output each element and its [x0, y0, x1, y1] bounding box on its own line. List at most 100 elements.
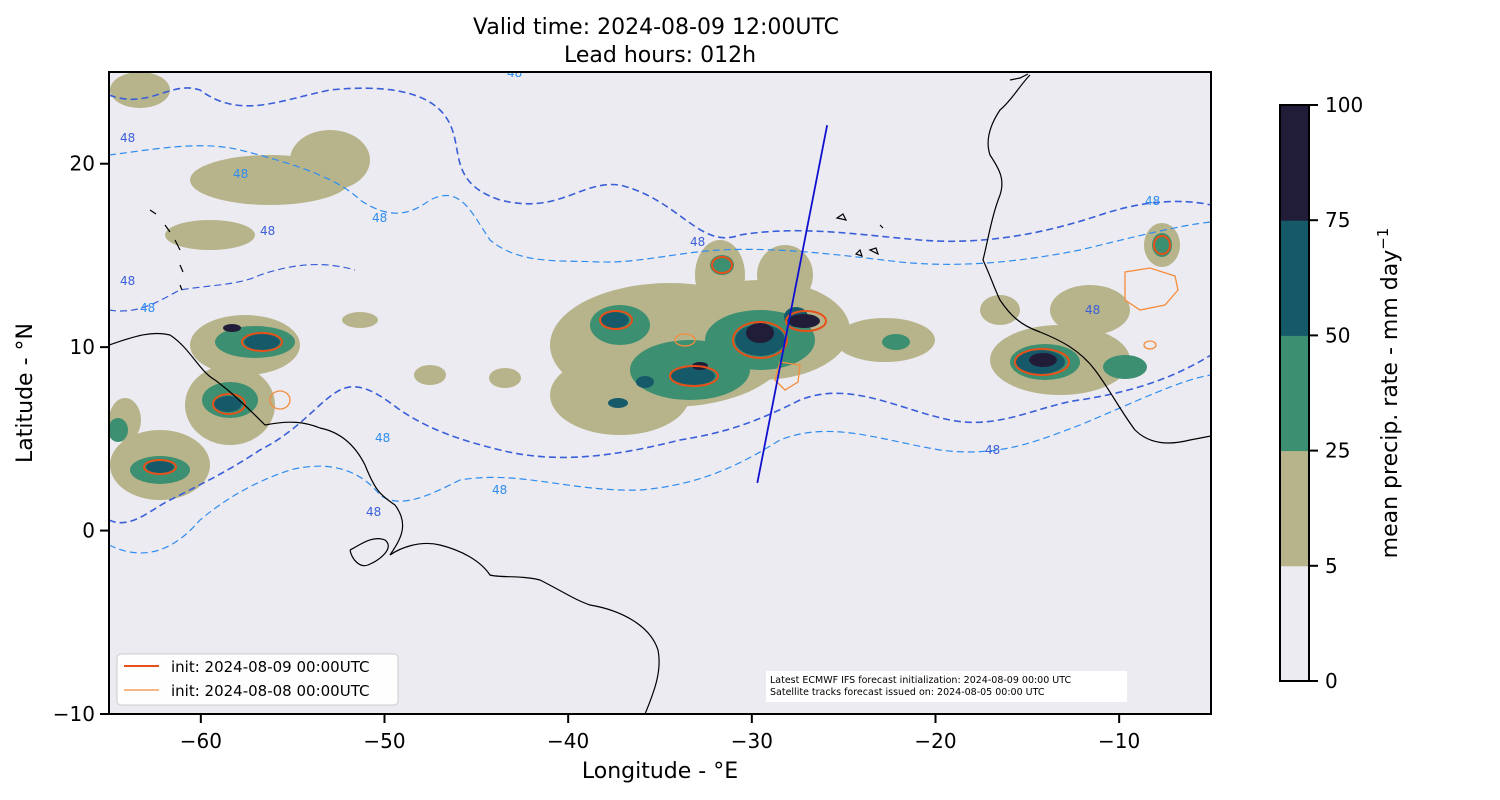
precip-field — [109, 72, 1180, 500]
legend-label-init-0809: init: 2024-08-09 00:00UTC — [171, 658, 369, 676]
y-tick-label: 0 — [82, 519, 95, 543]
init-contour — [212, 393, 246, 415]
satellite-track — [756, 125, 829, 484]
x-tick-label: −50 — [363, 729, 405, 753]
title-lead-hours: Lead hours: 012h — [564, 43, 756, 68]
init-contour — [732, 321, 788, 359]
colorbar-tick-label: 25 — [1325, 439, 1350, 463]
precip-cell — [223, 324, 241, 332]
x-tick-label: −40 — [547, 729, 589, 753]
precip-cell — [788, 314, 820, 328]
y-axis-label: Latitude - °N — [13, 323, 38, 463]
init-contours — [143, 235, 1179, 475]
colorbar-frame — [1279, 104, 1310, 682]
contour-label: 48 — [1085, 303, 1100, 317]
contour-label: 48 — [375, 431, 390, 445]
init-contour — [1143, 340, 1157, 350]
precip-cell — [671, 367, 715, 385]
y-tick-label: 10 — [70, 335, 95, 359]
legend: init: 2024-08-09 00:00UTC init: 2024-08-… — [116, 653, 399, 706]
precip-cell — [1029, 353, 1057, 367]
coastline-south-america — [109, 332, 660, 714]
contour-labels: 48 48 48 48 48 48 48 48 48 48 48 48 48 4… — [120, 66, 1160, 519]
precip-level-25-50 — [109, 233, 1172, 484]
init-contour — [1014, 348, 1070, 376]
colorbar-ticks: 0 5 25 50 75 100 — [1309, 93, 1363, 693]
init-contour — [269, 390, 291, 410]
precip-cell — [244, 334, 280, 350]
init-contour — [599, 310, 633, 330]
x-tick-label: −20 — [914, 729, 956, 753]
colorbar-segment — [1280, 105, 1309, 221]
colorbar-label-superscript: −1 — [1374, 228, 1392, 250]
contour-label: 48 — [507, 66, 522, 80]
x-axis-ticks: −60 −50 −40 −30 −20 −10 — [180, 714, 1140, 753]
colorbar: 0 5 25 50 75 100 mean precip. rate - mm day−1 — [1279, 93, 1403, 693]
init-contour — [711, 256, 733, 274]
contour-label: 48 — [260, 224, 275, 238]
colorbar-segment — [1280, 565, 1309, 682]
contour-label: 48 — [985, 443, 1000, 457]
x-tick-label: −10 — [1098, 729, 1140, 753]
init-contour — [1124, 267, 1179, 311]
precip-cell — [601, 312, 629, 328]
contour-label: 48 — [492, 483, 507, 497]
precip-level-75-100 — [223, 314, 1057, 370]
map-plot-area: 48 48 48 48 48 48 48 48 48 48 48 48 48 4… — [108, 66, 1212, 715]
init-contour-2024-08-08 — [269, 267, 1179, 410]
contour-48-mid-west — [109, 263, 356, 312]
colorbar-tick-label: 0 — [1325, 669, 1338, 693]
x-tick-label: −30 — [731, 729, 773, 753]
y-tick-label: 20 — [70, 152, 95, 176]
legend-label-init-0808: init: 2024-08-08 00:00UTC — [171, 682, 369, 700]
coastline-caribbean-islands — [149, 209, 184, 291]
coastline-amazon-delta — [349, 538, 389, 567]
precip-cell — [109, 418, 128, 442]
precip-cell — [414, 365, 446, 385]
precip-cell — [980, 295, 1020, 325]
title-valid-time: Valid time: 2024-08-09 12:00UTC — [473, 15, 839, 40]
precip-cell — [882, 334, 910, 350]
init-contour — [669, 365, 719, 387]
init-contour — [143, 459, 177, 475]
precip-cell — [695, 240, 745, 310]
contour-48-north — [109, 87, 1211, 243]
precip-cell — [746, 323, 774, 343]
contour-label: 48 — [372, 211, 387, 225]
contour-label: 48 — [1145, 194, 1160, 208]
contour-48-south-inner — [109, 374, 1211, 554]
contours-48 — [109, 87, 1211, 554]
precip-cell — [757, 245, 813, 305]
contour-label: 48 — [120, 131, 135, 145]
contour-label: 48 — [690, 235, 705, 249]
colorbar-segment — [1280, 450, 1309, 567]
precip-cell — [110, 72, 170, 108]
coastline-northeast-africa — [1009, 73, 1029, 81]
precip-cell — [489, 368, 521, 388]
coastline-cape-verde — [835, 213, 884, 257]
info-box: Latest ECMWF IFS forecast initialization… — [766, 671, 1127, 702]
colorbar-tick-label: 5 — [1325, 554, 1338, 578]
init-contour — [774, 361, 801, 391]
x-tick-label: −60 — [180, 729, 222, 753]
precip-cell — [1050, 285, 1130, 335]
colorbar-segment — [1280, 335, 1309, 452]
contour-label: 48 — [366, 505, 381, 519]
precip-cell — [342, 312, 378, 328]
colorbar-tick-label: 75 — [1325, 208, 1350, 232]
x-axis-label: Longitude - °E — [582, 759, 738, 784]
precip-cell — [165, 220, 255, 250]
init-contour — [1153, 235, 1171, 255]
colorbar-segment — [1280, 220, 1309, 336]
colorbar-segments — [1280, 105, 1309, 682]
contour-48-south — [109, 354, 1211, 524]
colorbar-tick-label: 50 — [1325, 323, 1350, 347]
contour-label: 48 — [140, 301, 155, 315]
contour-48-north-inner — [109, 145, 1211, 265]
plot-frame — [108, 71, 1212, 715]
precip-cell — [290, 130, 370, 190]
info-box-bg — [766, 671, 1127, 702]
precip-cell — [636, 376, 654, 388]
precip-cell — [214, 396, 242, 412]
